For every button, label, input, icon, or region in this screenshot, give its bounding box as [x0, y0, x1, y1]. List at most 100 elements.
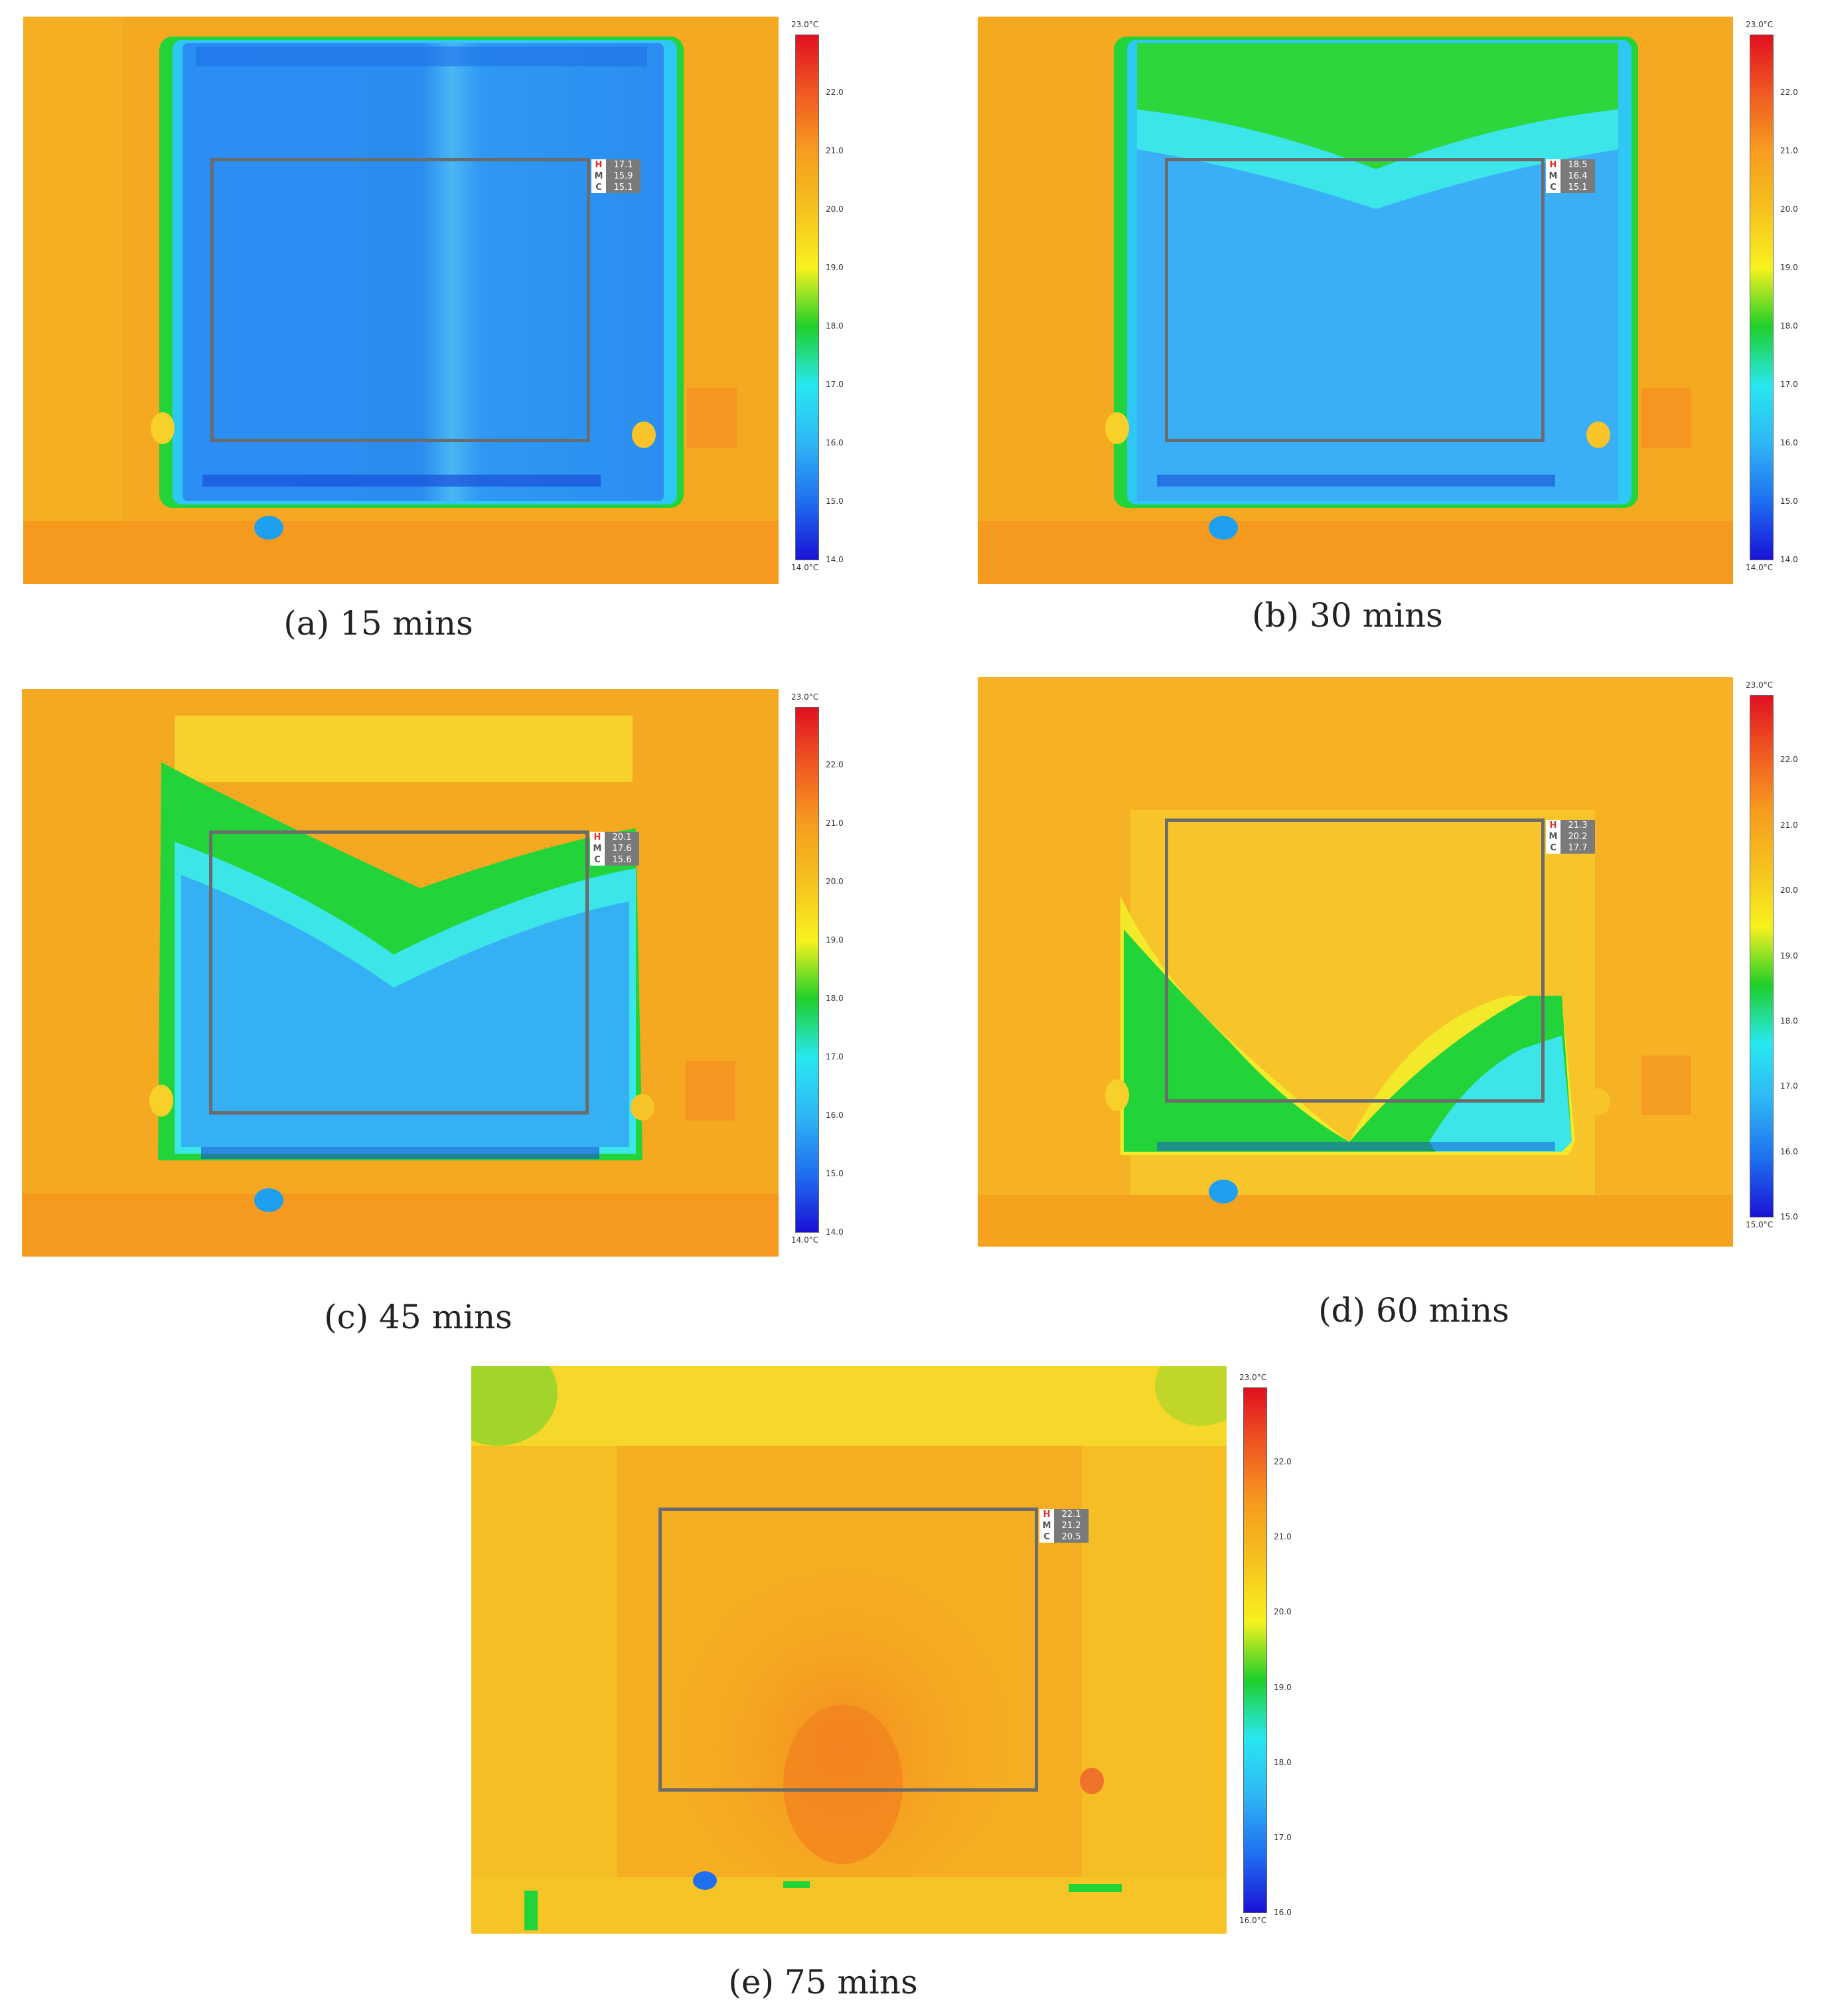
- hot-value: 18.5: [1560, 159, 1595, 171]
- roi-box: [658, 1508, 1038, 1792]
- scale-tick-label: 17.0: [1274, 1832, 1292, 1842]
- scale-tick-label: 14.0: [826, 555, 844, 564]
- scale-tick-label: 19.0: [1780, 263, 1798, 272]
- mean-label: M: [1039, 1520, 1054, 1531]
- hot-label: H: [1546, 159, 1560, 171]
- scale-min-label: 14.0°C: [1746, 563, 1774, 572]
- scale-tick-label: 22.0: [826, 88, 844, 97]
- scale-tick-label: 16.0: [1780, 438, 1798, 447]
- scale-tick-label: 20.0: [1780, 886, 1798, 895]
- scale-tick-label: 22.0: [826, 760, 844, 769]
- scale-tick-label: 20.0: [1780, 204, 1798, 214]
- scale-max-label: 23.0°C: [791, 692, 819, 702]
- cold-value: 20.5: [1054, 1531, 1089, 1543]
- caption: (c) 45 mins: [324, 1298, 512, 1336]
- scale-tick-label: 22.0: [1780, 755, 1798, 765]
- cold-label: C: [1546, 182, 1560, 193]
- thermal-heatmap: [978, 17, 1733, 584]
- color-scale-bar: [795, 35, 819, 560]
- thermal-heatmap: [978, 677, 1733, 1247]
- scale-tick-label: 14.0: [826, 1227, 844, 1237]
- scale-tick-label: 16.0: [1780, 1146, 1798, 1156]
- cold-value: 17.7: [1560, 842, 1595, 854]
- roi-box: [1165, 158, 1545, 442]
- thermal-image: H 20.1 M 17.6 C 15.6: [22, 689, 779, 1257]
- scale-tick-label: 16.0: [826, 1111, 844, 1120]
- scale-tick-label: 18.0: [1780, 321, 1798, 331]
- temperature-readout: H 18.5 M 16.4 C 15.1: [1546, 159, 1610, 193]
- scale-tick-label: 21.0: [1780, 820, 1798, 830]
- scale-tick-label: 18.0: [826, 994, 844, 1003]
- hot-value: 20.1: [605, 832, 639, 843]
- color-scale: 23.0°C 15.0°C 22.0 21.0 20.0 19.0 18.0 17.0 16.0…: [1746, 680, 1819, 1241]
- scale-tick-label: 21.0: [826, 146, 844, 155]
- color-scale-bar: [1750, 695, 1774, 1217]
- color-scale: 23.0°C 16.0°C 22.0 21.0 20.0 19.0 18.0 17.0 16.0: [1239, 1373, 1316, 1937]
- roi-box: [210, 158, 590, 442]
- roi-box: [1165, 818, 1545, 1103]
- cold-value: 15.1: [1560, 182, 1595, 193]
- scale-tick-label: 20.0: [826, 877, 844, 886]
- scale-min-label: 16.0°C: [1239, 1916, 1267, 1925]
- cold-label: C: [590, 854, 605, 866]
- scale-tick-label: 15.0: [1780, 1212, 1798, 1221]
- scale-tick-label: 19.0: [826, 263, 844, 272]
- scale-max-label: 23.0°C: [1239, 1373, 1267, 1382]
- mean-label: M: [590, 843, 605, 854]
- mean-value: 15.9: [606, 171, 641, 182]
- scale-tick-label: 19.0: [1780, 951, 1798, 961]
- scale-min-label: 15.0°C: [1746, 1220, 1774, 1229]
- cold-label: C: [591, 182, 606, 193]
- cold-label: C: [1039, 1531, 1054, 1543]
- hot-label: H: [1039, 1509, 1054, 1520]
- scale-tick-label: 22.0: [1780, 88, 1798, 97]
- thermal-heatmap: [471, 1366, 1227, 1934]
- temperature-readout: H 21.3 M 20.2 C 17.7: [1546, 820, 1610, 854]
- color-scale: 23.0°C 14.0°C 22.0 21.0 20.0 19.0 18.0 17.0 16.0…: [1746, 20, 1819, 584]
- roi-box: [209, 830, 589, 1115]
- scale-tick-label: 21.0: [1780, 146, 1798, 155]
- color-scale: 23.0°C 14.0°C 22.0 21.0 20.0 19.0 18.0 17.0 16.0…: [791, 692, 868, 1257]
- scale-max-label: 23.0°C: [791, 20, 819, 29]
- mean-label: M: [1546, 831, 1560, 842]
- temperature-readout: H 20.1 M 17.6 C 15.6: [590, 832, 654, 866]
- cold-value: 15.1: [606, 182, 641, 193]
- scale-tick-label: 18.0: [1780, 1016, 1798, 1026]
- scale-tick-label: 22.0: [1274, 1457, 1292, 1467]
- scale-tick-label: 18.0: [826, 321, 844, 331]
- scale-min-label: 14.0°C: [791, 563, 819, 572]
- thermal-image: H 17.1 M 15.9 C 15.1: [23, 17, 779, 584]
- cold-label: C: [1546, 842, 1560, 854]
- cold-value: 15.6: [605, 854, 639, 866]
- scale-tick-label: 17.0: [826, 380, 844, 389]
- scale-tick-label: 15.0: [1780, 497, 1798, 506]
- color-scale-bar: [1750, 35, 1774, 560]
- scale-tick-label: 21.0: [826, 818, 844, 828]
- mean-value: 21.2: [1054, 1520, 1089, 1531]
- temperature-readout: H 17.1 M 15.9 C 15.1: [591, 159, 655, 193]
- thermal-image: H 22.1 M 21.2 C 20.5: [471, 1366, 1227, 1934]
- color-scale-bar: [795, 707, 819, 1233]
- scale-tick-label: 20.0: [826, 204, 844, 214]
- thermal-heatmap: [22, 689, 779, 1257]
- hot-value: 21.3: [1560, 820, 1595, 831]
- mean-label: M: [591, 171, 606, 182]
- scale-max-label: 23.0°C: [1746, 680, 1774, 690]
- thermal-image: H 18.5 M 16.4 C 15.1: [978, 17, 1733, 584]
- scale-tick-label: 15.0: [826, 1169, 844, 1178]
- scale-tick-label: 21.0: [1274, 1532, 1292, 1542]
- caption: (a) 15 mins: [283, 604, 473, 643]
- scale-tick-label: 16.0: [826, 438, 844, 447]
- scale-tick-label: 20.0: [1274, 1607, 1292, 1617]
- mean-label: M: [1546, 171, 1560, 182]
- thermal-image: H 21.3 M 20.2 C 17.7: [978, 677, 1733, 1247]
- scale-tick-label: 14.0: [1780, 555, 1798, 564]
- scale-tick-label: 17.0: [1780, 380, 1798, 389]
- hot-label: H: [591, 159, 606, 171]
- scale-tick-label: 17.0: [1780, 1081, 1798, 1091]
- caption: (d) 60 mins: [1318, 1291, 1509, 1330]
- scale-max-label: 23.0°C: [1746, 20, 1774, 29]
- thermal-heatmap: [23, 17, 779, 584]
- color-scale-bar: [1243, 1387, 1267, 1913]
- scale-tick-label: 19.0: [826, 935, 844, 945]
